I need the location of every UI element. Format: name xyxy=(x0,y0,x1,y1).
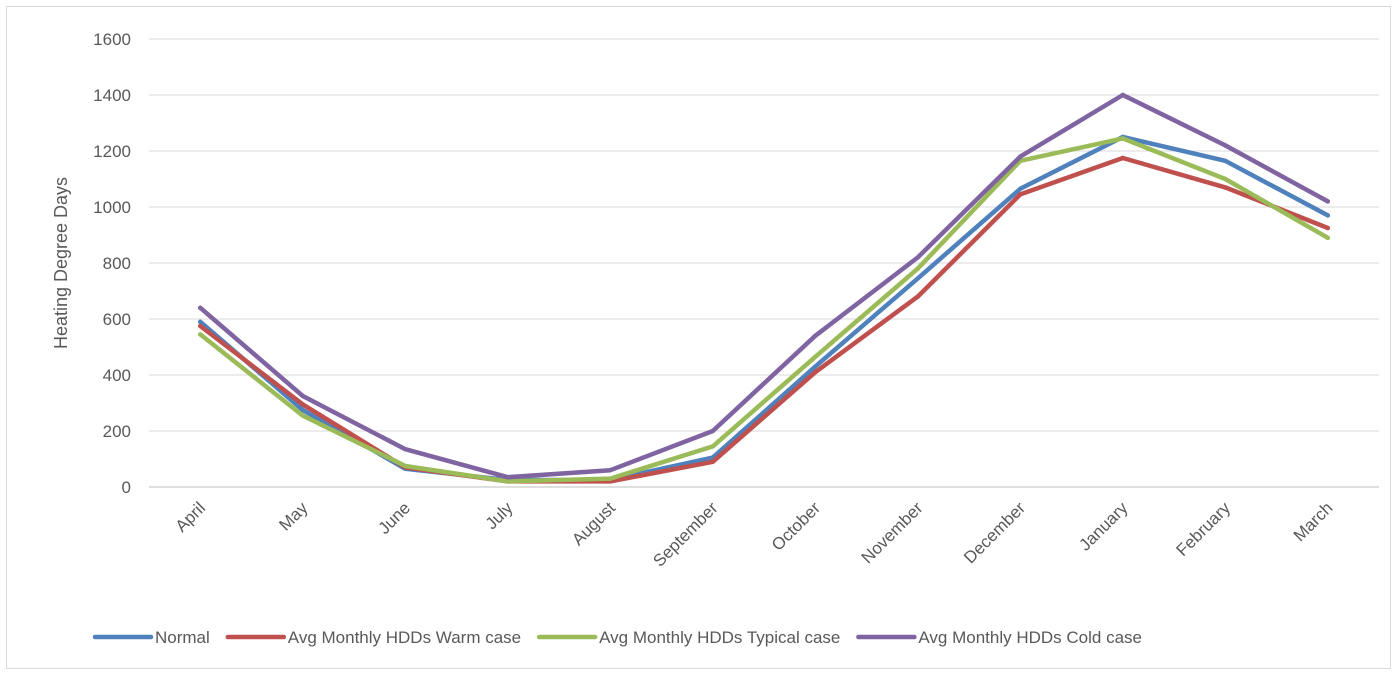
data-point xyxy=(403,447,408,452)
legend-item-1: Normal xyxy=(92,628,210,647)
data-point xyxy=(1120,92,1125,98)
data-point xyxy=(403,463,408,469)
x-axis-ticks: April May June July August September October No… xyxy=(172,498,1337,571)
x-tick-label: December xyxy=(960,498,1029,567)
data-point xyxy=(505,479,510,484)
legend-label: Avg Monthly HDDs Typical case xyxy=(599,628,840,647)
data-point xyxy=(1325,213,1330,218)
data-point xyxy=(710,428,715,434)
data-point xyxy=(300,407,305,413)
data-point xyxy=(300,393,305,399)
data-point xyxy=(608,476,613,481)
y-axis-ticks: 0 200 400 600 800 1000 1200 1400 1600 xyxy=(93,30,131,497)
data-point xyxy=(915,255,920,260)
x-tick-label: January xyxy=(1075,498,1132,555)
legend-item-3: Avg Monthly HDDs Typical case xyxy=(536,628,840,647)
y-tick-label: 200 xyxy=(103,422,131,441)
x-tick-label: November xyxy=(858,498,927,567)
data-point xyxy=(1018,186,1023,191)
series-lines xyxy=(198,92,1331,484)
x-tick-label: October xyxy=(768,498,824,554)
legend-label: Normal xyxy=(155,628,210,647)
data-point xyxy=(1223,176,1228,182)
x-tick-label: April xyxy=(172,498,209,535)
data-point xyxy=(710,459,715,464)
data-point xyxy=(915,266,920,271)
line-chart: 0 200 400 600 800 1000 1200 1400 1600 April May Ju… xyxy=(51,30,1379,647)
legend-label: Avg Monthly HDDs Cold case xyxy=(918,628,1142,647)
data-point xyxy=(915,294,920,299)
x-tick-label: September xyxy=(649,498,721,570)
data-point xyxy=(813,364,818,369)
data-point xyxy=(813,370,818,375)
data-point xyxy=(198,323,203,329)
x-tick-label: July xyxy=(482,498,517,533)
data-point xyxy=(505,475,510,480)
data-point xyxy=(1223,143,1228,148)
data-point xyxy=(1325,235,1330,240)
x-tick-label: February xyxy=(1173,498,1235,560)
y-tick-label: 800 xyxy=(103,254,131,273)
data-point xyxy=(300,413,305,418)
data-point xyxy=(813,354,818,359)
data-point xyxy=(1018,154,1023,159)
legend: Normal Avg Monthly HDDs Warm case Avg Mont… xyxy=(92,628,1142,647)
chart-area: 0 200 400 600 800 1000 1200 1400 1600 April May Ju… xyxy=(6,6,1391,669)
legend-item-2: Avg Monthly HDDs Warm case xyxy=(225,628,521,647)
data-point xyxy=(1018,192,1023,197)
y-tick-label: 0 xyxy=(122,478,131,497)
data-point xyxy=(198,305,203,310)
data-point xyxy=(300,402,305,407)
y-tick-label: 600 xyxy=(103,310,131,329)
data-point xyxy=(1223,185,1228,190)
data-point xyxy=(1120,136,1125,141)
data-point xyxy=(198,319,203,324)
x-tick-label: June xyxy=(375,498,415,538)
data-point xyxy=(1325,199,1330,204)
x-tick-label: March xyxy=(1290,498,1337,545)
data-point xyxy=(1325,225,1330,231)
legend-label: Avg Monthly HDDs Warm case xyxy=(288,628,521,647)
series-line-4 xyxy=(198,92,1331,480)
data-point xyxy=(915,276,920,281)
data-point xyxy=(813,333,818,338)
x-tick-label: August xyxy=(568,498,619,549)
y-tick-label: 400 xyxy=(103,366,131,385)
y-axis-label: Heating Degree Days xyxy=(51,177,71,349)
data-point xyxy=(1223,158,1228,163)
y-tick-label: 1600 xyxy=(93,30,131,49)
x-tick-label: May xyxy=(275,498,311,534)
y-tick-label: 1400 xyxy=(93,86,131,105)
legend-item-4: Avg Monthly HDDs Cold case xyxy=(856,628,1142,647)
data-point xyxy=(608,468,613,473)
y-tick-label: 1200 xyxy=(93,142,131,161)
data-point xyxy=(710,444,715,449)
gridlines xyxy=(149,38,1379,488)
y-tick-label: 1000 xyxy=(93,198,131,217)
series-line-3 xyxy=(198,136,1331,484)
data-point xyxy=(198,332,203,337)
data-point xyxy=(1120,155,1125,161)
